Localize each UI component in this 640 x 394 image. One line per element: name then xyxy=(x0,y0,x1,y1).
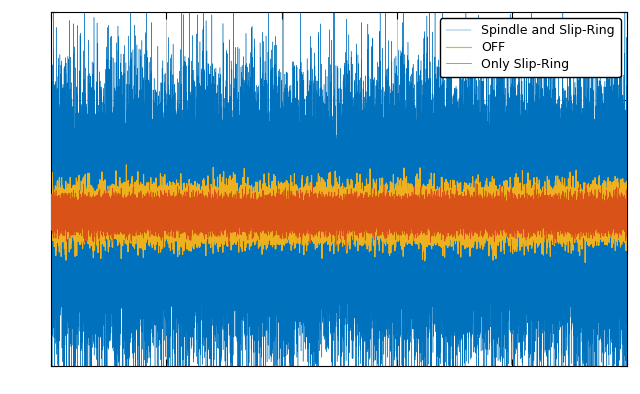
OFF xyxy=(122,162,130,167)
Spindle and Slip-Ring xyxy=(475,195,483,200)
Line: OFF: OFF xyxy=(51,165,627,262)
Spindle and Slip-Ring xyxy=(623,120,631,125)
OFF xyxy=(475,200,483,204)
Spindle and Slip-Ring xyxy=(268,203,276,207)
Only Slip-Ring xyxy=(47,211,55,216)
OFF xyxy=(581,260,589,265)
OFF xyxy=(186,212,194,216)
Spindle and Slip-Ring xyxy=(47,182,55,187)
Only Slip-Ring xyxy=(186,202,194,206)
Only Slip-Ring xyxy=(394,216,402,221)
Only Slip-Ring xyxy=(86,210,94,215)
Spindle and Slip-Ring xyxy=(86,237,94,242)
OFF xyxy=(623,205,631,210)
OFF xyxy=(47,214,55,219)
OFF xyxy=(394,223,402,227)
Only Slip-Ring xyxy=(360,212,367,217)
Only Slip-Ring xyxy=(623,211,631,216)
OFF xyxy=(360,217,367,222)
Only Slip-Ring xyxy=(475,208,483,213)
OFF xyxy=(86,203,94,207)
Only Slip-Ring xyxy=(268,206,276,211)
Line: Spindle and Slip-Ring: Spindle and Slip-Ring xyxy=(51,0,627,394)
Legend: Spindle and Slip-Ring, OFF, Only Slip-Ring: Spindle and Slip-Ring, OFF, Only Slip-Ri… xyxy=(440,18,621,77)
Spindle and Slip-Ring xyxy=(186,297,194,302)
Spindle and Slip-Ring xyxy=(394,136,402,141)
OFF xyxy=(268,216,276,220)
Spindle and Slip-Ring xyxy=(360,271,367,276)
Line: Only Slip-Ring: Only Slip-Ring xyxy=(51,184,627,251)
Only Slip-Ring xyxy=(472,181,480,186)
Only Slip-Ring xyxy=(342,248,350,253)
